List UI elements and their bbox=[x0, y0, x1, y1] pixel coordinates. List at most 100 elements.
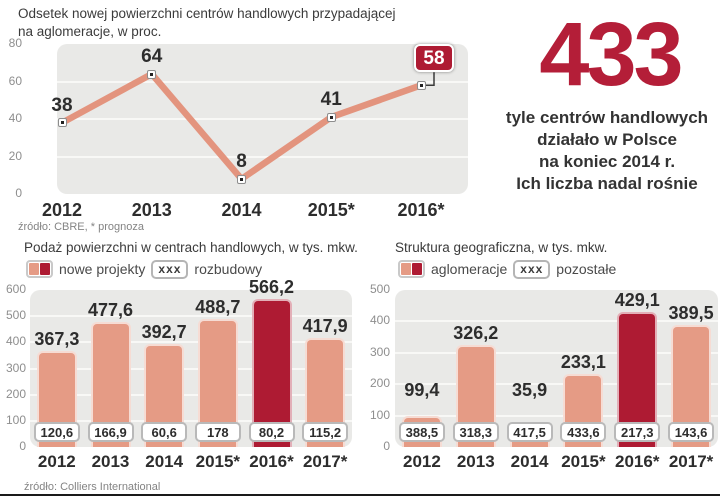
bar-secondary-value-box: 115,2 bbox=[302, 422, 349, 442]
data-point-marker bbox=[326, 112, 336, 122]
line-chart-title: Odsetek nowej powierzchni centrów handlo… bbox=[18, 5, 395, 41]
x-tick-label: 2014 bbox=[145, 452, 184, 471]
stat-line: tyle centrów handlowych bbox=[505, 108, 709, 127]
gridline bbox=[30, 393, 352, 396]
bar-secondary-value-box: 143,6 bbox=[668, 422, 715, 442]
gridline bbox=[57, 118, 468, 120]
geo-chart-y-axis: 0 100 200 300 400 500 bbox=[352, 0, 390, 496]
gridline bbox=[395, 414, 718, 417]
bar-secondary-value-box: 80,2 bbox=[248, 422, 295, 442]
gridline bbox=[30, 341, 352, 344]
y-tick-label: 100 bbox=[5, 412, 26, 427]
legend-color-swatch bbox=[26, 260, 53, 278]
geo-chart-plot: 388,5 99,4 318,3 326,2 417,5 35,9 433,6 233,1 21… bbox=[395, 290, 718, 447]
legend-label-other: pozostałe bbox=[556, 261, 617, 277]
bar-value-label: 99,4 bbox=[404, 380, 440, 400]
data-point-marker bbox=[416, 80, 426, 90]
y-tick-label: 600 bbox=[5, 282, 26, 296]
legend-color-swatch bbox=[398, 260, 425, 278]
bottom-divider bbox=[0, 494, 720, 496]
geo-chart-legend: aglomeracje xxx pozostałe bbox=[398, 259, 616, 279]
bar-value-label: 488,7 bbox=[195, 297, 241, 318]
stat-line: na koniec 2014 r. bbox=[538, 152, 676, 171]
bar-value-label: 389,5 bbox=[668, 302, 714, 323]
supply-chart-title: Podaż powierzchni w centrach handlowych,… bbox=[24, 240, 358, 255]
bar-value-label: 233,1 bbox=[560, 351, 606, 372]
line-chart-plot: 38 64 8 41 58 bbox=[51, 44, 468, 194]
legend-xxx-swatch-icon: xxx bbox=[151, 259, 189, 279]
highlight-badge: 58 bbox=[414, 44, 454, 73]
y-tick-label: 300 bbox=[5, 360, 26, 375]
y-tick-label: 200 bbox=[369, 376, 390, 391]
y-tick-label: 200 bbox=[5, 386, 26, 401]
y-tick-label: 0 bbox=[383, 439, 390, 453]
y-tick-label: 100 bbox=[369, 407, 390, 422]
bar-secondary-value-box: 178 bbox=[194, 422, 241, 442]
bar-value-label: 367,3 bbox=[34, 328, 80, 349]
gridline bbox=[30, 419, 352, 422]
x-tick-label: 2015* bbox=[195, 452, 241, 471]
salmon-swatch-icon bbox=[29, 263, 39, 275]
x-tick-label: 2017* bbox=[668, 452, 714, 471]
salmon-swatch-icon bbox=[401, 263, 411, 275]
bar-value-label: 35,9 bbox=[512, 380, 548, 400]
x-tick-label: 2012 bbox=[403, 452, 441, 471]
y-tick-label: 500 bbox=[369, 282, 390, 296]
line-chart-y-axis: 0 20 40 60 80 bbox=[0, 0, 22, 496]
y-tick-label: 40 bbox=[8, 111, 22, 125]
data-point-label: 41 bbox=[320, 89, 342, 111]
gridline bbox=[395, 320, 718, 323]
stat-line: Ich liczba nadal rośnie bbox=[516, 174, 698, 193]
x-tick-label: 2013 bbox=[456, 452, 495, 471]
x-tick-label: 2012 bbox=[37, 452, 76, 471]
legend-label-agglomerations: aglomeracje bbox=[431, 261, 508, 277]
y-tick-label: 20 bbox=[8, 148, 22, 163]
y-tick-label: 400 bbox=[369, 313, 390, 328]
red-swatch-icon bbox=[412, 263, 422, 275]
stat-big-number: 433 bbox=[539, 5, 683, 105]
data-point-label: 38 bbox=[51, 94, 73, 116]
supply-chart-plot: 120,6 367,3 166,9 477,6 60,6 392,7 178 488,7 80,… bbox=[30, 277, 352, 447]
supply-chart-y-axis: 0 100 200 300 400 500 600 bbox=[0, 0, 26, 496]
line-chart-title-line2: na aglomeracje, w proc. bbox=[18, 24, 162, 39]
y-tick-label: 300 bbox=[369, 344, 390, 359]
stat-line: działało w Polsce bbox=[537, 130, 677, 149]
red-swatch-icon bbox=[40, 263, 50, 275]
stat-description: tyle centrów handlowych działało w Polsc… bbox=[492, 107, 720, 195]
x-tick-label: 2015* bbox=[307, 200, 355, 220]
bar-secondary-value-box: 388,5 bbox=[398, 422, 445, 442]
gridline bbox=[30, 315, 352, 318]
x-tick-label: 2014 bbox=[221, 200, 262, 220]
x-tick-label: 2016* bbox=[397, 200, 445, 220]
bar-secondary-value-box: 217,3 bbox=[614, 422, 661, 442]
bar-secondary-value-box: 417,5 bbox=[506, 422, 553, 442]
geo-chart-title: Struktura geograficzna, w tys. mkw. bbox=[395, 240, 608, 255]
y-tick-label: 80 bbox=[8, 36, 22, 50]
data-point-label: 64 bbox=[141, 46, 163, 67]
line-chart-title-line1: Odsetek nowej powierzchni centrów handlo… bbox=[18, 6, 396, 21]
y-tick-label: 400 bbox=[5, 334, 26, 349]
x-tick-label: 2015* bbox=[561, 452, 606, 471]
bar-value-label: 392,7 bbox=[141, 322, 187, 343]
y-tick-label: 60 bbox=[8, 73, 22, 88]
gridline bbox=[395, 383, 718, 386]
bar-value-label: 417,9 bbox=[302, 315, 348, 336]
y-tick-label: 500 bbox=[5, 308, 26, 323]
y-tick-label: 0 bbox=[19, 439, 26, 453]
line-chart-source: źródło: CBRE, * prognoza bbox=[18, 221, 144, 233]
x-tick-label: 2016* bbox=[249, 452, 294, 471]
legend-label-new-projects: nowe projekty bbox=[59, 261, 146, 277]
x-tick-label: 2017* bbox=[302, 452, 348, 471]
bar-value-label: 429,1 bbox=[614, 290, 660, 311]
data-point-marker bbox=[147, 69, 157, 79]
gridline bbox=[30, 367, 352, 370]
bar-secondary-value-box: 120,6 bbox=[33, 422, 80, 442]
x-tick-label: 2013 bbox=[91, 452, 130, 471]
bar-value-label: 326,2 bbox=[453, 322, 499, 343]
bar-secondary-value-box: 166,9 bbox=[87, 422, 134, 442]
legend-label-extensions: rozbudowy bbox=[194, 261, 263, 277]
gridline bbox=[395, 351, 718, 354]
x-tick-label: 2016* bbox=[615, 452, 660, 471]
bar-secondary-value-box: 318,3 bbox=[452, 422, 499, 442]
